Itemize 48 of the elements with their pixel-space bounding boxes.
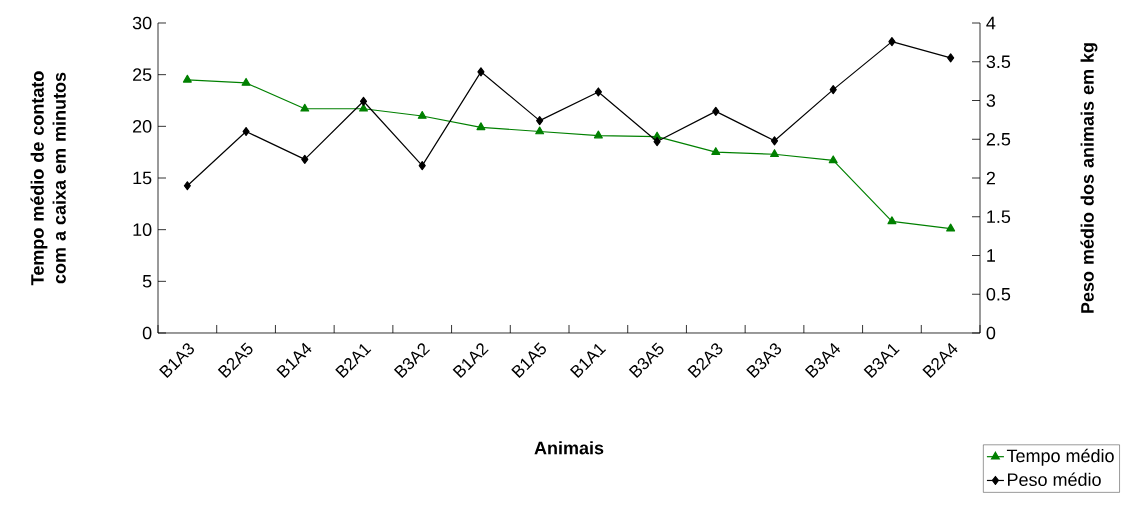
y2-tick-label: 3 bbox=[986, 94, 996, 107]
y-tick-label: 25 bbox=[133, 68, 152, 82]
point bbox=[417, 110, 427, 119]
y2-tick-label: 2.5 bbox=[986, 132, 1011, 146]
y-tick-label: 10 bbox=[133, 223, 152, 237]
point bbox=[770, 136, 779, 146]
y2-tick-label: 1 bbox=[987, 249, 995, 262]
point bbox=[712, 106, 720, 116]
y-axis-title: Tempo médio de contato com a caixa em minutos bbox=[30, 71, 66, 286]
point bbox=[829, 85, 837, 95]
point bbox=[946, 223, 956, 232]
point bbox=[711, 147, 721, 156]
y-tick-label: 5 bbox=[142, 275, 152, 288]
point bbox=[476, 122, 486, 131]
point bbox=[535, 126, 545, 135]
point bbox=[418, 161, 426, 171]
point bbox=[300, 103, 310, 112]
legend-label: Peso médio bbox=[1008, 472, 1101, 486]
x-axis-title: Animais bbox=[534, 441, 604, 455]
y-tick-label: 30 bbox=[132, 16, 152, 30]
point bbox=[653, 136, 661, 147]
y2-tick-label: 4 bbox=[986, 16, 996, 30]
point bbox=[477, 67, 485, 77]
y2-tick-label: 0 bbox=[986, 326, 996, 340]
point bbox=[301, 154, 309, 164]
y2-tick-label: 1.5 bbox=[987, 210, 1011, 224]
point bbox=[770, 149, 779, 158]
point bbox=[888, 37, 896, 47]
y2-axis-title: Peso médio dos animais em kg bbox=[1080, 43, 1098, 313]
y-tick-label: 15 bbox=[133, 171, 152, 185]
y2-tick-label: 0.5 bbox=[986, 287, 1011, 301]
point bbox=[183, 181, 191, 191]
point bbox=[593, 130, 603, 139]
y-tick-label: 20 bbox=[133, 119, 152, 133]
point bbox=[536, 116, 544, 126]
point bbox=[828, 155, 838, 164]
y-tick-label: 0 bbox=[142, 326, 152, 340]
point bbox=[359, 103, 368, 112]
point bbox=[887, 216, 897, 225]
point bbox=[594, 87, 602, 97]
point bbox=[241, 77, 251, 86]
legend-label: Tempo médio bbox=[1006, 448, 1114, 466]
y2-tick-label: 2 bbox=[986, 171, 995, 185]
point bbox=[182, 74, 192, 83]
point bbox=[359, 96, 368, 106]
y2-tick-label: 3.5 bbox=[986, 55, 1011, 69]
point bbox=[947, 53, 955, 63]
point bbox=[242, 126, 250, 137]
